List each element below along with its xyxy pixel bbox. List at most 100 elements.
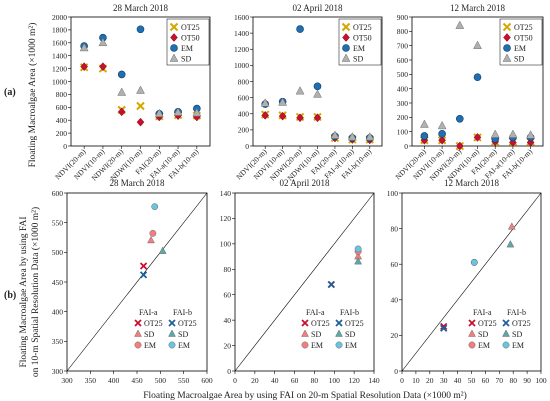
y-tick-label: 400 [397,84,409,93]
legend-marker-SD [169,53,179,62]
x-tick-label: 90 [523,376,531,385]
legend-marker-b-OT25 [335,319,343,327]
y-tick-label: 450 [52,278,64,287]
y-tick-label: 0 [394,367,398,376]
x-tick-label: 0 [233,376,237,385]
point-FAI-a-SD-triangle [147,236,155,244]
y-axis-title-a: Floating Macroalgae Area (×1000 m²) [27,23,38,168]
y-tick-label: 600 [56,103,68,112]
x-tick-label: 400 [108,376,120,385]
legend-label: SD [144,330,154,339]
y-tick-label: 1600 [234,13,249,22]
legend-marker-b-OT25-stroke2 [168,319,176,327]
legend-label: EM [311,341,323,350]
point-SD [117,87,127,96]
chart-a-1: 28 March 2018 0 200 400 600 800 1000 1200 1400 16… [52,3,211,183]
point-FAI-a-OT25 [139,262,148,270]
point-OT50 [80,62,88,72]
x-tick-label: 50 [468,376,476,385]
legend-header: FAI-b [340,308,359,317]
y-tick-label: 700 [397,41,409,50]
x-tick-label: 600 [201,376,213,385]
point-OT50-diamond [261,110,270,120]
x-tick-label: 0 [400,376,404,385]
y-tick-label: 60 [391,260,399,269]
point-FAI-b-OT25 [440,324,448,332]
point-OT25-stroke2 [136,101,145,111]
y-tick-label: 0 [63,142,67,151]
y-tick-label: 0 [245,142,249,151]
legend-marker-a-EM-circle [301,341,309,349]
legend-marker-a-OT25 [134,319,142,327]
legend-marker-a-SD [468,329,476,337]
legend-label: SD [514,55,524,64]
y-tick-label: 900 [397,13,409,22]
legend-marker-a-SD-triangle [301,329,309,337]
legend-marker-EM [503,44,511,52]
y-tick-label: 1000 [234,61,249,70]
y-tick-label: 300 [397,99,409,108]
point-FAI-a-OT25-stroke2 [440,322,448,331]
point-FAI-b-OT25-stroke2 [139,271,148,279]
legend-header: FAI-a [139,308,158,317]
legend-marker-b-OT25 [502,319,510,327]
point-FAI-b-SD-triangle [506,240,515,248]
legend-label: OT25 [178,319,197,328]
legend-marker-b-EM-circle [502,341,510,349]
x-tick-label: 120 [349,376,361,385]
legend-marker-OT25-stroke2 [169,22,179,32]
point-FAI-a-SD-triangle [507,222,516,230]
point-SD [330,130,340,139]
legend-marker-a-EM-circle [134,341,142,349]
point-FAI-b-OT25-stroke2 [440,324,448,332]
legend-marker-OT25-stroke2 [341,22,351,32]
y-tick-label: 1400 [52,52,67,61]
legend-marker-SD-triangle [502,53,512,62]
chart-title: 12 March 2018 [450,3,505,13]
point-EM [473,73,482,81]
y-tick-label: 100 [387,189,399,198]
point-SD [419,119,429,128]
chart-title: 02 April 2018 [279,178,330,188]
y-tick-label: 100 [220,240,232,249]
chart-title: 02 April 2018 [292,3,343,13]
point-OT50-diamond [473,133,482,142]
point-EM [296,25,304,33]
legend-marker-b-SD [502,329,510,337]
legend-label: EM [345,341,357,350]
y-tick-label: 600 [238,93,250,102]
y-tick-label: 1000 [52,77,67,86]
point-EM-circle [117,70,126,79]
point-EM-circle [136,25,145,34]
point-OT50-diamond [80,62,88,72]
legend-label: SD [353,55,363,64]
point-SD [173,107,183,116]
y-tick-label: 1600 [52,39,67,48]
legend-marker-b-EM-circle [335,341,343,349]
legend-label: EM [512,341,524,350]
legend-label: EM [478,341,490,350]
chart-b-1: 28 March 2018 300 350 400 450 500 550 600 300 350… [52,178,213,385]
legend-marker-SD-triangle [169,53,179,62]
x-tick-label: 10 [412,376,420,385]
legend-marker-a-SD [134,329,142,337]
legend-label: OT50 [514,34,533,43]
y-tick-label: 0 [404,142,408,151]
point-SD [260,98,270,107]
legend-marker-EM [170,44,178,52]
point-EM-circle [420,132,429,140]
y-tick-label: 400 [238,110,250,119]
legend-marker-b-OT25-stroke2 [335,319,343,327]
point-FAI-b-EM [151,203,159,211]
legend-marker-OT50-diamond [170,33,178,42]
y-tick-label: 1200 [52,64,67,73]
point-EM [136,25,145,34]
point-SD [192,108,202,117]
point-SD-triangle [437,120,447,130]
point-OT50 [296,113,304,123]
point-OT50 [438,135,446,145]
point-SD-triangle [313,89,322,98]
x-tick-label: 500 [155,376,167,385]
point-SD [437,120,447,130]
x-tick-label: 20 [251,376,259,385]
